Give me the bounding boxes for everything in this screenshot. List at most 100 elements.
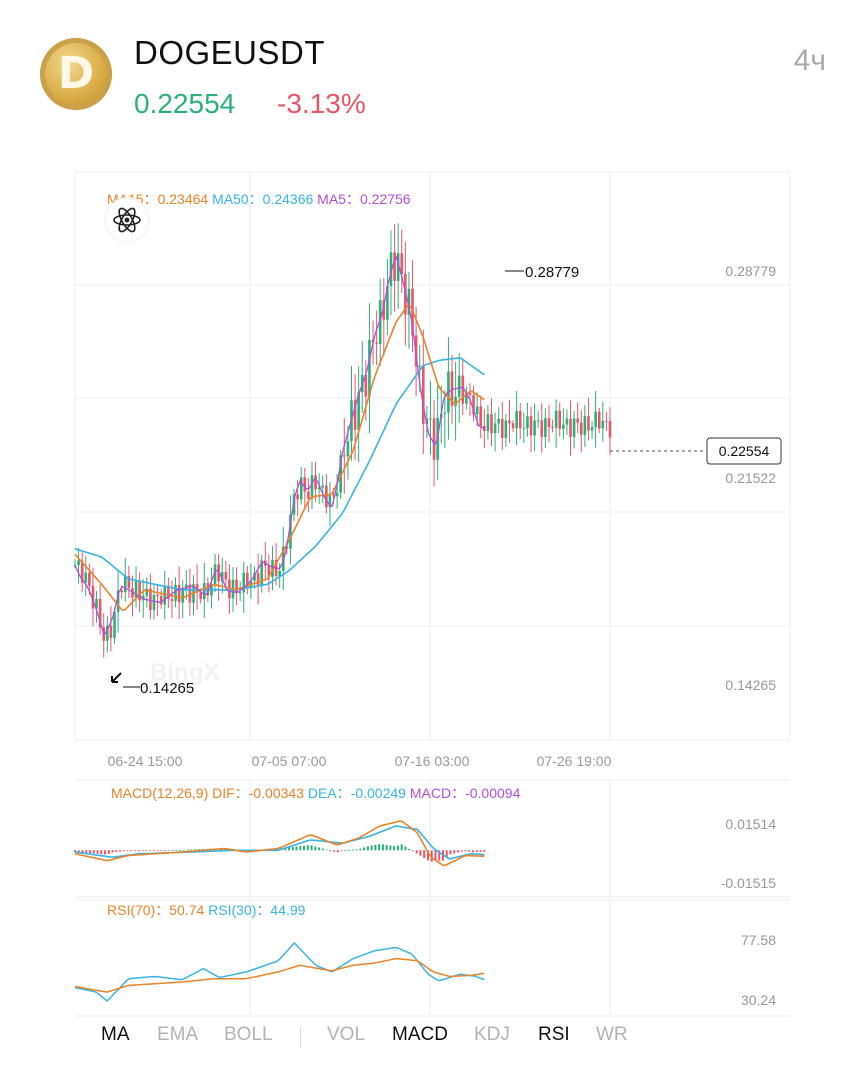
tab-vol[interactable]: VOL — [327, 1024, 366, 1045]
legend-value: -0.00343 — [249, 785, 308, 801]
candle-body — [95, 598, 98, 609]
candle-body — [296, 494, 299, 500]
rsi30-line — [74, 941, 485, 1003]
macd-bar — [314, 846, 317, 851]
macd-bar — [137, 850, 140, 852]
x-tick-label: 07-05 07:00 — [252, 753, 327, 769]
candle-body — [278, 570, 281, 577]
candle-body — [421, 365, 425, 425]
current-price: 0.22554 — [134, 88, 236, 119]
ma50-line — [74, 357, 485, 591]
atom-orbit — [118, 207, 136, 233]
macd-bar — [389, 845, 392, 851]
candle-body — [497, 418, 500, 424]
macd-bar — [453, 850, 456, 854]
tab-macd[interactable]: MACD — [392, 1024, 448, 1045]
tab-ema[interactable]: EMA — [157, 1024, 199, 1045]
indicator-tabs: MA EMA BOLL VOL MACD KDJ RSI WR — [0, 1024, 864, 1054]
tab-rsi[interactable]: RSI — [538, 1024, 570, 1045]
macd-axis-label: -0.01515 — [721, 875, 776, 891]
legend-value: -0.00249 — [351, 785, 410, 801]
candle-body — [113, 612, 116, 638]
candle-body — [91, 585, 95, 609]
timeframe-selector[interactable]: 4ч — [793, 44, 826, 77]
candle-body — [368, 339, 371, 397]
macd-bar — [363, 847, 366, 851]
candle-body — [188, 584, 192, 603]
price-change: -3.13% — [277, 88, 366, 119]
candle-body — [547, 418, 551, 428]
candle-body — [490, 414, 493, 434]
candle-body — [106, 625, 109, 641]
macd-bar — [449, 850, 452, 855]
macd-bar — [333, 850, 336, 852]
macd-bar — [426, 850, 429, 861]
macd-bar — [197, 849, 200, 851]
candle-body — [310, 475, 314, 499]
high-marker-label: 0.28779 — [525, 264, 579, 281]
tab-ma[interactable]: MA — [101, 1024, 130, 1045]
candle-body — [134, 581, 138, 598]
candle-body — [235, 579, 238, 593]
tab-kdj[interactable]: KDJ — [474, 1024, 510, 1045]
macd-bar — [468, 850, 471, 852]
candle-body — [522, 428, 526, 430]
macd-bar — [464, 850, 467, 852]
candle-body — [500, 418, 504, 438]
last-price-tag[interactable] — [706, 437, 782, 465]
candle-body — [396, 253, 400, 282]
candle-body — [407, 288, 411, 315]
candle-body — [465, 393, 468, 404]
macd-bar — [325, 849, 328, 851]
macd-bar — [370, 845, 373, 851]
atom-orbit — [118, 207, 136, 233]
candle-body — [84, 572, 88, 583]
macd-bar — [479, 850, 482, 852]
macd-bar — [104, 850, 107, 855]
candle-body — [518, 411, 522, 429]
tab-boll[interactable]: BOLL — [224, 1024, 273, 1045]
candle-body — [587, 416, 590, 431]
macd-bar — [111, 850, 114, 853]
candle-body — [328, 495, 332, 508]
low-arrow-icon — [111, 672, 122, 683]
macd-bar — [96, 850, 99, 854]
candle-body — [605, 420, 608, 422]
candle-body — [565, 418, 569, 425]
macd-bar — [374, 844, 377, 851]
rsi-legend: RSI(70)：50.74 RSI(30)：44.99 — [107, 902, 306, 918]
tab-wr[interactable]: WR — [596, 1024, 628, 1045]
candle-body — [167, 585, 170, 600]
candle-body — [486, 414, 490, 432]
atom-icon[interactable] — [104, 197, 150, 243]
x-tick-label: 07-26 19:00 — [537, 753, 612, 769]
macd-bar — [438, 850, 441, 861]
logo-letter: D — [57, 48, 95, 99]
legend-value: 0.24366 — [263, 191, 318, 207]
candle-body — [299, 477, 303, 500]
candle-body — [583, 416, 587, 435]
candle-body — [468, 393, 472, 396]
candle-body — [174, 584, 177, 601]
candle-body — [450, 371, 454, 406]
macd-bar — [306, 845, 309, 851]
ma-legend: MA15：0.23464 MA50：0.24366 MA5：0.22756 — [107, 191, 411, 207]
macd-axis-label: 0.01514 — [725, 816, 776, 832]
candle-body — [562, 424, 565, 429]
candle-body — [292, 494, 296, 515]
macd-bar — [400, 844, 403, 851]
candle-body — [80, 560, 84, 583]
candle-body — [98, 598, 102, 628]
candle-body — [515, 411, 518, 429]
legend-value: 50.74 — [169, 902, 208, 918]
candle-body — [382, 300, 386, 320]
macd-bar — [89, 850, 92, 854]
macd-bar — [152, 850, 155, 852]
macd-bar — [456, 850, 459, 853]
macd-bar — [366, 846, 369, 851]
legend-value: 0.23464 — [158, 191, 213, 207]
low-marker-label: 0.14265 — [140, 680, 194, 697]
candle-body — [159, 595, 163, 605]
candle-body — [558, 410, 562, 429]
